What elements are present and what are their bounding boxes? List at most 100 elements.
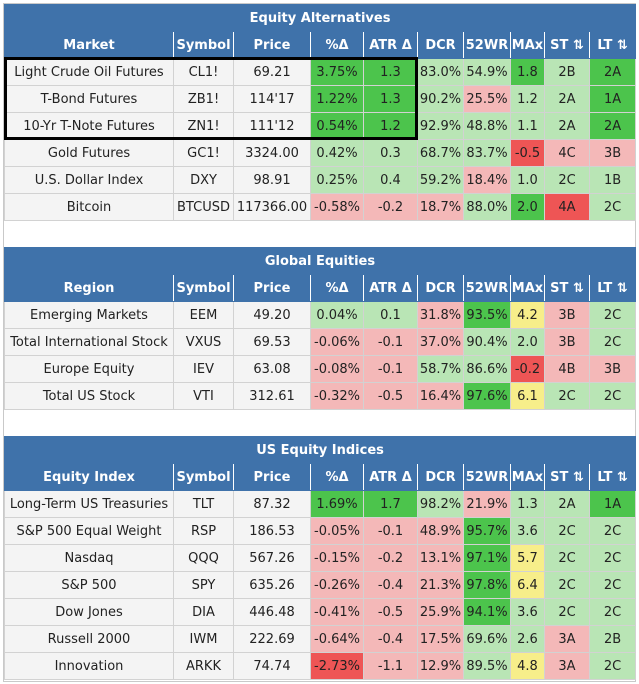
lt-cell: 2B xyxy=(588,625,637,653)
lt-cell: 2C xyxy=(588,544,637,572)
st-cell: 4A xyxy=(544,193,590,221)
lt-cell: 1A xyxy=(588,85,637,113)
column-header[interactable]: DCR xyxy=(417,463,464,491)
52wr-cell: 94.1% xyxy=(463,598,511,626)
column-header[interactable]: Price xyxy=(233,31,311,59)
table-row[interactable]: Emerging Markets EEM 49.20 0.04% 0.1 31.8% 93.… xyxy=(4,301,636,329)
table-row[interactable]: Long-Term US Treasuries TLT 87.32 1.69% 1.7 9… xyxy=(4,490,637,518)
atr-change-cell: -0.4 xyxy=(363,625,418,653)
column-header[interactable]: Market xyxy=(4,31,174,59)
lt-cell: 2C xyxy=(589,382,636,410)
lt-cell: 2C xyxy=(588,598,637,626)
table-row[interactable]: Innovation ARKK 74.74 -2.73% -1.1 12.9% 89.5% 4… xyxy=(4,652,637,680)
column-header[interactable]: Symbol xyxy=(173,274,234,302)
market-cell: Long-Term US Treasuries xyxy=(4,490,174,518)
pct-change-cell: -2.73% xyxy=(310,652,364,680)
lt-cell: 2A xyxy=(588,58,637,86)
market-cell: Russell 2000 xyxy=(4,625,174,653)
table-row[interactable]: Total US Stock VTI 312.61 -0.32% -0.5 16.4% 97… xyxy=(4,382,636,410)
table-row[interactable]: Russell 2000 IWM 222.69 -0.64% -0.4 17.5% 69.6… xyxy=(4,625,637,653)
column-header[interactable]: 52WR xyxy=(463,31,511,59)
market-cell: Total US Stock xyxy=(4,382,174,410)
column-header[interactable]: LT ⇅ xyxy=(588,463,637,491)
symbol-cell: IEV xyxy=(173,355,234,383)
column-header[interactable]: ST ⇅ xyxy=(544,463,590,491)
st-cell: 2A xyxy=(544,85,590,113)
column-header[interactable]: Equity Index xyxy=(4,463,174,491)
52wr-cell: 95.7% xyxy=(463,517,511,545)
pct-change-cell: -0.06% xyxy=(310,328,364,356)
dcr-cell: 18.7% xyxy=(417,193,464,221)
column-header[interactable]: Price xyxy=(233,274,311,302)
table-row[interactable]: T-Bond Futures ZB1! 114'17 1.22% 1.3 90.2% 25.… xyxy=(4,85,637,113)
column-header[interactable]: LT ⇅ xyxy=(589,274,636,302)
atr-change-cell: -0.5 xyxy=(363,382,418,410)
column-header[interactable]: 52WR xyxy=(463,463,511,491)
price-cell: 446.48 xyxy=(233,598,311,626)
column-header[interactable]: Symbol xyxy=(173,463,234,491)
column-header[interactable]: %Δ xyxy=(310,31,364,59)
pct-change-cell: 3.75% xyxy=(310,58,364,86)
table-row[interactable]: S&P 500 SPY 635.26 -0.26% -0.4 21.3% 97.8% 6.4 2… xyxy=(4,571,637,599)
column-header[interactable]: MAx xyxy=(510,463,545,491)
column-header[interactable]: Price xyxy=(233,463,311,491)
dcr-cell: 58.7% xyxy=(417,355,464,383)
market-cell: Total International Stock xyxy=(4,328,174,356)
column-header[interactable]: Region xyxy=(4,274,174,302)
column-header[interactable]: DCR xyxy=(417,31,464,59)
st-cell: 2A xyxy=(544,490,590,518)
section-table-0: Equity Alternatives Market Symbol Price %Δ A… xyxy=(3,4,637,221)
max-cell: 4.2 xyxy=(510,301,545,329)
column-header[interactable]: MAx xyxy=(510,274,545,302)
table-row[interactable]: Total International Stock VXUS 69.53 -0.06%… xyxy=(4,328,636,356)
52wr-cell: 48.8% xyxy=(463,112,511,140)
lt-cell: 3B xyxy=(588,139,637,167)
symbol-cell: DIA xyxy=(173,598,234,626)
column-header[interactable]: 52WR xyxy=(463,274,511,302)
52wr-cell: 93.5% xyxy=(463,301,511,329)
dcr-cell: 92.9% xyxy=(417,112,464,140)
52wr-cell: 89.5% xyxy=(463,652,511,680)
max-cell: 2.0 xyxy=(510,328,545,356)
symbol-cell: EEM xyxy=(173,301,234,329)
table-row[interactable]: U.S. Dollar Index DXY 98.91 0.25% 0.4 59.2% 18… xyxy=(4,166,637,194)
table-row[interactable]: S&P 500 Equal Weight RSP 186.53 -0.05% -0.1 4… xyxy=(4,517,637,545)
column-header[interactable]: ATR Δ xyxy=(363,31,418,59)
column-header[interactable]: ST ⇅ xyxy=(544,274,590,302)
table-row[interactable]: Gold Futures GC1! 3324.00 0.42% 0.3 68.7% 83.7… xyxy=(4,139,637,167)
table-row[interactable]: Bitcoin BTCUSD 117366.00 -0.58% -0.2 18.7% 88.… xyxy=(4,193,637,221)
atr-change-cell: -0.4 xyxy=(363,571,418,599)
pct-change-cell: 0.25% xyxy=(310,166,364,194)
max-cell: 4.8 xyxy=(510,652,545,680)
st-cell: 2C xyxy=(544,598,590,626)
dcr-cell: 16.4% xyxy=(417,382,464,410)
column-header[interactable]: ST ⇅ xyxy=(544,31,590,59)
symbol-cell: BTCUSD xyxy=(173,193,234,221)
column-header[interactable]: MAx xyxy=(510,31,545,59)
column-header[interactable]: Symbol xyxy=(173,31,234,59)
column-header[interactable]: ATR Δ xyxy=(363,463,418,491)
table-row[interactable]: Nasdaq QQQ 567.26 -0.15% -0.2 13.1% 97.1% 5.7 2C… xyxy=(4,544,637,572)
dcr-cell: 17.5% xyxy=(417,625,464,653)
table-row[interactable]: Dow Jones DIA 446.48 -0.41% -0.5 25.9% 94.1% 3.… xyxy=(4,598,637,626)
dcr-cell: 12.9% xyxy=(417,652,464,680)
market-cell: Innovation xyxy=(4,652,174,680)
price-cell: 49.20 xyxy=(233,301,311,329)
column-header[interactable]: DCR xyxy=(417,274,464,302)
dcr-cell: 98.2% xyxy=(417,490,464,518)
price-cell: 69.21 xyxy=(233,58,311,86)
table-row[interactable]: 10-Yr T-Note Futures ZN1! 111'12 0.54% 1.2 92… xyxy=(4,112,637,140)
pct-change-cell: 1.69% xyxy=(310,490,364,518)
column-header[interactable]: %Δ xyxy=(310,463,364,491)
market-cell: T-Bond Futures xyxy=(4,85,174,113)
column-header[interactable]: LT ⇅ xyxy=(588,31,637,59)
table-row[interactable]: Light Crude Oil Futures CL1! 69.21 3.75% 1.3… xyxy=(4,58,637,86)
max-cell: 1.8 xyxy=(510,58,545,86)
table-row[interactable]: Europe Equity IEV 63.08 -0.08% -0.1 58.7% 86.6… xyxy=(4,355,636,383)
max-cell: 1.2 xyxy=(510,85,545,113)
atr-change-cell: -0.2 xyxy=(363,544,418,572)
st-cell: 2A xyxy=(544,112,590,140)
pct-change-cell: -0.41% xyxy=(310,598,364,626)
column-header[interactable]: ATR Δ xyxy=(363,274,418,302)
column-header[interactable]: %Δ xyxy=(310,274,364,302)
